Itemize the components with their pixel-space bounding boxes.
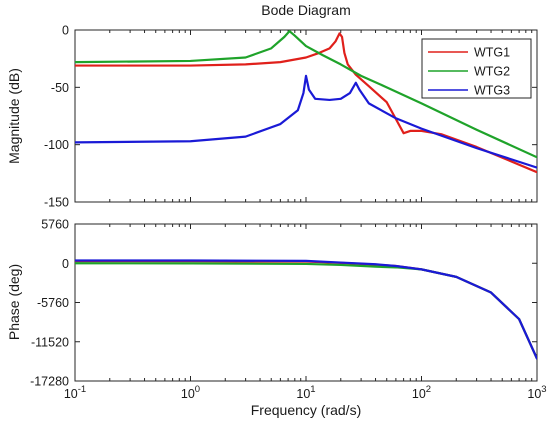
legend-label-wtg1: WTG1 xyxy=(474,46,510,60)
phase-series-group xyxy=(75,259,537,360)
chart-title: Bode Diagram xyxy=(261,2,351,18)
phase-y-axis-label: Phase (deg) xyxy=(6,264,22,340)
phase-y-tick-label: -11520 xyxy=(31,335,69,349)
x-tick-label: 10-1 xyxy=(64,384,86,401)
magnitude-series-wtg2 xyxy=(75,30,537,159)
legend-label-wtg2: WTG2 xyxy=(474,65,510,79)
legend: WTG1 WTG2 WTG3 xyxy=(421,38,532,99)
x-tick-label: 102 xyxy=(412,384,431,401)
x-tick-label: 100 xyxy=(181,384,200,401)
phase-y-tick-label: -5760 xyxy=(37,296,69,310)
x-tick-label: 103 xyxy=(527,384,546,401)
legend-box xyxy=(421,38,532,99)
legend-label-wtg3: WTG3 xyxy=(474,84,510,98)
phase-plot-frame xyxy=(74,223,538,382)
phase-panel: 5760 0 -5760 -11520 -17280 Phase (deg) 10-1 100… xyxy=(6,218,547,402)
magnitude-series-group xyxy=(75,30,537,174)
magnitude-y-axis-label: Magnitude (dB) xyxy=(6,68,22,164)
magnitude-y-tick-label: -50 xyxy=(51,81,69,95)
phase-y-tick-label: 0 xyxy=(62,257,69,271)
phase-series-wtg3 xyxy=(75,259,537,360)
magnitude-series-wtg1 xyxy=(75,32,537,174)
magnitude-panel: 0 -50 -100 -150 Magnitude (dB) xyxy=(6,24,538,210)
magnitude-y-tick-label: -100 xyxy=(44,138,69,152)
magnitude-y-tick-label: 0 xyxy=(62,24,69,38)
phase-series-wtg2 xyxy=(75,262,537,360)
x-tick-label: 101 xyxy=(296,384,315,401)
magnitude-y-tick-label: -150 xyxy=(44,196,69,210)
phase-y-tick-label: -17280 xyxy=(30,375,69,389)
phase-y-tick-label: 5760 xyxy=(41,218,69,232)
x-axis-label: Frequency (rad/s) xyxy=(251,402,361,418)
phase-series-wtg1 xyxy=(75,260,537,360)
magnitude-series-wtg3 xyxy=(75,74,537,169)
